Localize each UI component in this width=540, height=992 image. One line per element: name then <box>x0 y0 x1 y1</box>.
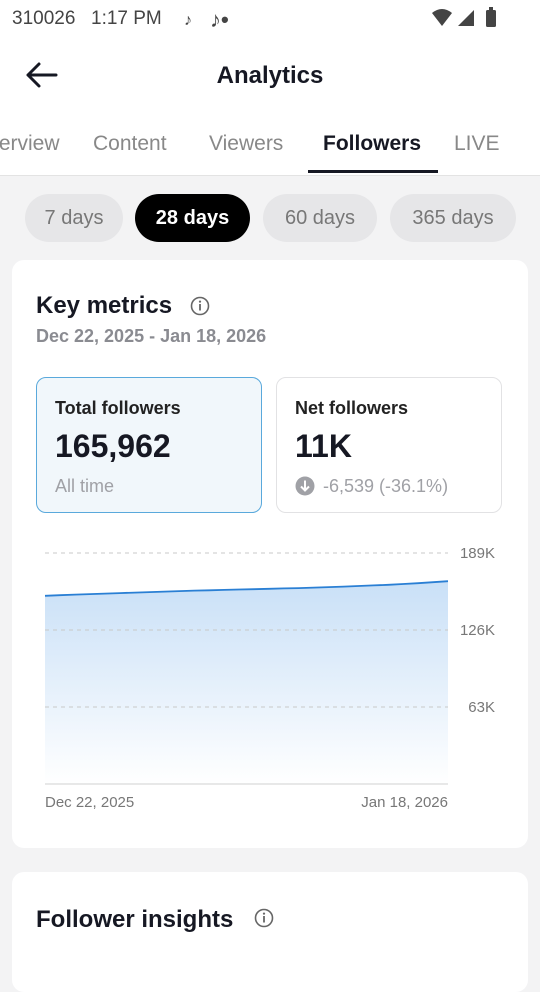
status-time: 1:17 PM <box>91 8 162 29</box>
metric-label: Total followers <box>55 398 181 418</box>
info-icon[interactable] <box>253 907 275 929</box>
tab[interactable]: Followers <box>323 132 422 155</box>
card-title: Follower insights <box>36 906 234 933</box>
tab[interactable]: Overview <box>0 132 60 155</box>
tab[interactable]: Content <box>93 132 167 155</box>
key-metrics-card: Key metrics Dec 22, 2025 - Jan 18, 2026 <box>12 260 528 848</box>
down-icon <box>295 476 315 496</box>
tab[interactable]: LIVE <box>454 132 500 155</box>
range-pill[interactable]: 7 days <box>25 194 123 242</box>
svg-text:♪: ♪ <box>184 12 192 29</box>
insights-card: Follower insights <box>12 872 528 992</box>
range-pill[interactable]: 365 days <box>390 194 516 242</box>
range-pill[interactable]: 28 days <box>135 194 250 242</box>
metric-label: Net followers <box>295 398 409 418</box>
metric-card[interactable]: Total followers 165,962 All time <box>36 377 262 513</box>
metric-value: 165,962 <box>55 428 171 464</box>
tab-underline <box>308 170 438 173</box>
status-system-icons <box>432 7 496 27</box>
svg-text:♪•: ♪• <box>210 7 229 32</box>
top-bar: 310026 1:17 PM ♪ ♪• Analytics Overview Co… <box>0 0 540 176</box>
info-icon[interactable] <box>189 295 211 317</box>
card-title: Key metrics <box>36 292 173 319</box>
back-button[interactable] <box>24 60 60 90</box>
range-pill[interactable]: 60 days <box>263 194 377 242</box>
page-title: Analytics <box>216 62 324 89</box>
metric-sub: All time <box>55 476 115 496</box>
tab[interactable]: Viewers <box>209 132 284 155</box>
date-range: Dec 22, 2025 - Jan 18, 2026 <box>36 326 267 346</box>
metric-card[interactable]: Net followers 11K -6,539 (-36.1%) <box>276 377 502 513</box>
status-id: 310026 <box>12 8 76 29</box>
metric-value: 11K <box>295 428 352 464</box>
metric-sub: -6,539 (-36.1%) <box>323 476 449 496</box>
status-app-icons: ♪ ♪• <box>184 7 229 32</box>
